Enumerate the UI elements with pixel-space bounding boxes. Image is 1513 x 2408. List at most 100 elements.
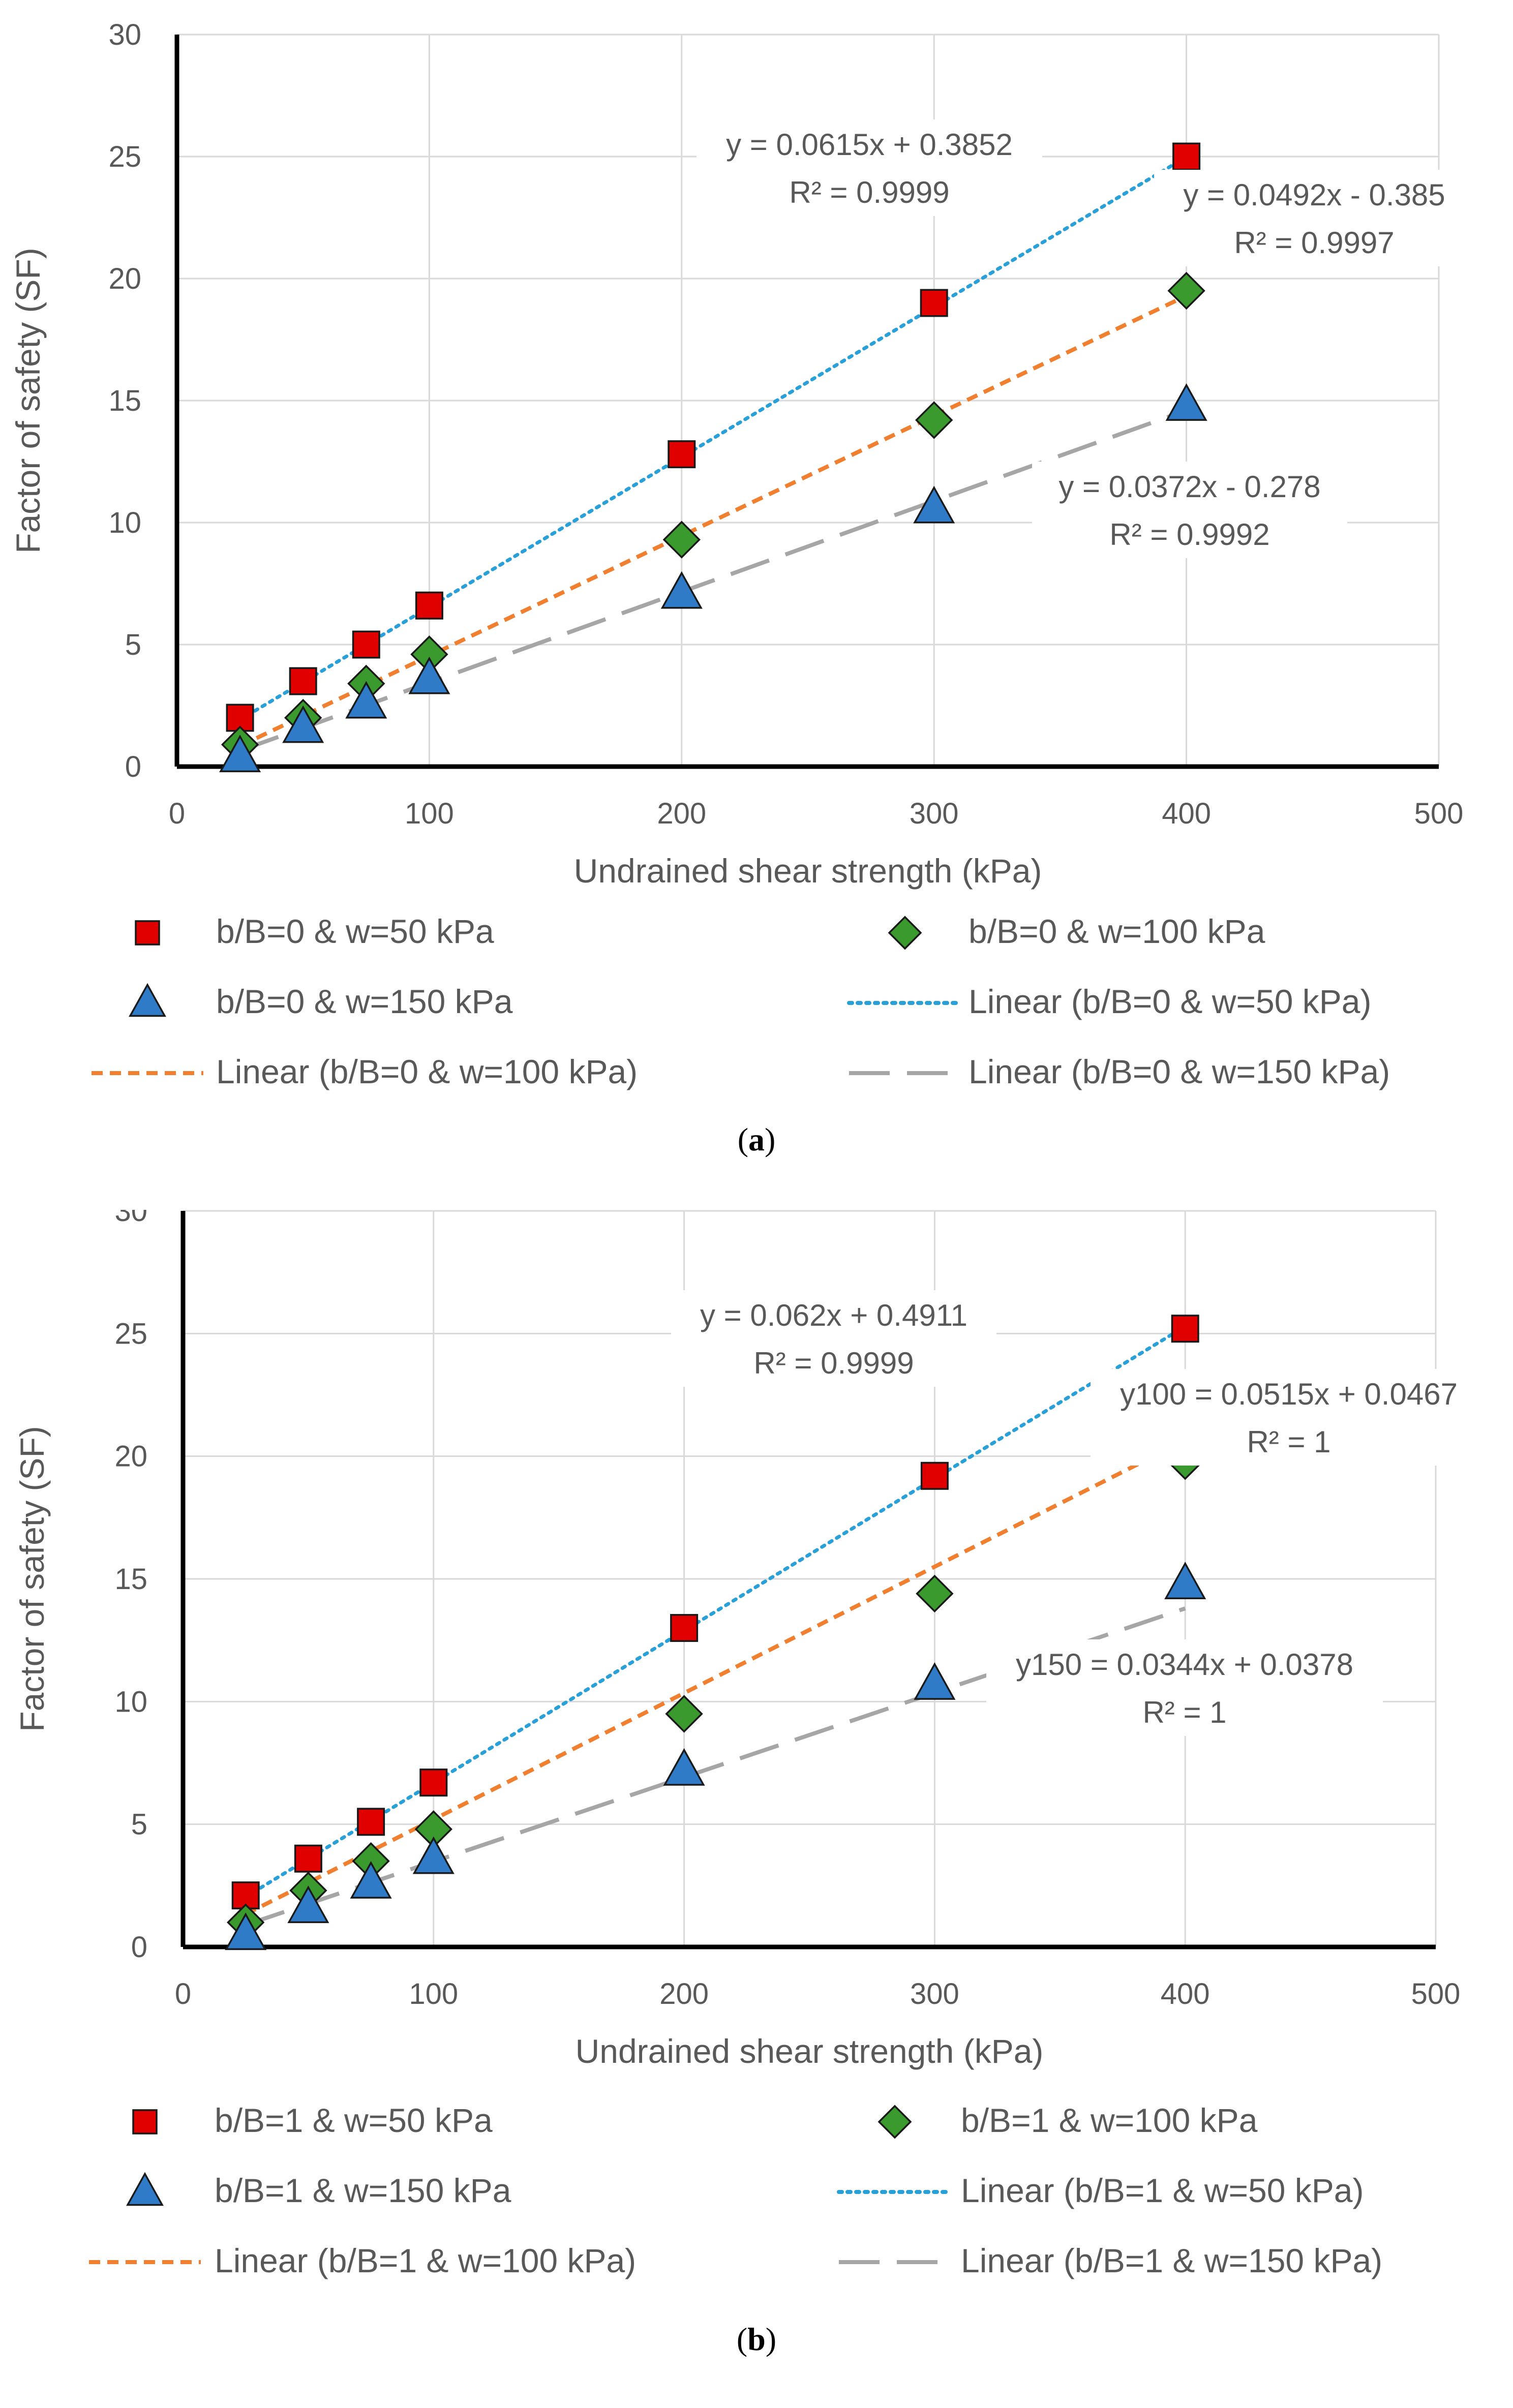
- chart-a-ytick-label-4: 20: [108, 262, 141, 295]
- chart-a-ytick-label-5: 25: [108, 140, 141, 173]
- chart-a-trendline-2: [239, 408, 1187, 753]
- chart-b-point-2-1: [287, 1885, 329, 1924]
- chart-a-annotation-eq-1: y = 0.0492x - 0.385: [1183, 178, 1445, 212]
- chart-b-xtick-label-4: 400: [1161, 1977, 1210, 2010]
- chart-b-annotation-bg-2: [986, 1639, 1383, 1736]
- chart-b-point-2-2: [350, 1861, 392, 1899]
- chart-a-legend: b/B=0 & w=50 kPa b/B=0 & w=100 kPa b/B=0 &…: [92, 912, 1390, 1090]
- chart-b-annotation-bg-1: [1091, 1369, 1487, 1466]
- chart-a-ytick-label-6: 30: [108, 18, 141, 51]
- chart-a-trendline-1: [239, 294, 1188, 748]
- chart-b-annotation-r2-1: R² = 1: [1247, 1425, 1330, 1459]
- chart-b-ytick-label-5: 25: [114, 1317, 147, 1350]
- chart-a-point-2-6: [1165, 383, 1207, 421]
- chart-a-series-0: [226, 142, 1201, 732]
- chart-b-trendline-1: [245, 1438, 1187, 1916]
- chart-b-xtick-label-0: 0: [175, 1977, 191, 2010]
- chart-a-xtick-label-3: 300: [910, 797, 959, 830]
- chart-a-ytick-label-3: 15: [108, 384, 141, 417]
- chart-b-ytick-label-3: 15: [114, 1563, 147, 1596]
- chart-b-point-0-1: [294, 1844, 322, 1873]
- chart-b-ytick-label-1: 5: [131, 1808, 147, 1841]
- chart-b-xtick-label-3: 300: [910, 1977, 959, 2010]
- chart-a-legend-symbol-2: [129, 983, 166, 1017]
- chart-a-ytick-label-1: 5: [125, 628, 141, 661]
- chart-a-xtick-label-4: 400: [1162, 797, 1211, 830]
- chart-b-annotation-eq-2: y150 = 0.0344x + 0.0378: [1016, 1648, 1353, 1682]
- chart-b-series-2: [225, 1562, 1206, 1950]
- chart-b-point-2-5: [914, 1662, 956, 1700]
- chart-a-legend-label-2: b/B=0 & w=150 kPa: [216, 983, 513, 1020]
- chart-b-xtick-label-1: 100: [409, 1977, 458, 2010]
- chart-b-legend-label-1: b/B=1 & w=100 kPa: [961, 2101, 1258, 2139]
- chart-b-annotation-r2-2: R² = 1: [1142, 1695, 1226, 1729]
- chart-a-point-0-1: [289, 667, 317, 695]
- chart-b-point-2-0: [225, 1912, 267, 1950]
- chart-a-legend-label-3: Linear (b/B=0 & w=50 kPa): [969, 983, 1371, 1020]
- chart-b-legend-label-2: b/B=1 & w=150 kPa: [215, 2172, 511, 2209]
- chart-a-annotation-eq-2: y = 0.0372x - 0.278: [1058, 470, 1320, 504]
- chart-b-ytick-label-4: 20: [114, 1440, 147, 1473]
- chart-a-series-2: [219, 383, 1207, 773]
- chart-a-point-0-2: [352, 630, 380, 659]
- chart-a-ytick-label-0: 0: [125, 750, 141, 783]
- chart-a-point-1-6: [1167, 271, 1205, 310]
- chart-b-point-0-4: [670, 1614, 699, 1642]
- chart-a-point-2-3: [408, 656, 450, 694]
- chart-a-legend-label-0: b/B=0 & w=50 kPa: [216, 912, 494, 950]
- chart-b-legend-label-5: Linear (b/B=1 & w=150 kPa): [961, 2242, 1382, 2279]
- chart-a-legend-label-1: b/B=0 & w=100 kPa: [969, 912, 1265, 950]
- chart-b-annotation-eq-0: y = 0.062x + 0.4911: [700, 1298, 967, 1332]
- chart-a-point-2-4: [660, 571, 703, 609]
- chart-a-annotation-r2-1: R² = 0.9997: [1234, 226, 1394, 260]
- chart-b-point-0-5: [920, 1461, 949, 1490]
- chart-b-y-axis-title: Factor of safety (SF): [13, 1426, 51, 1731]
- caption-a: (a): [737, 1121, 776, 1157]
- chart-b-legend: b/B=1 & w=50 kPa b/B=1 & w=100 kPa b/B=1 &…: [89, 2101, 1382, 2279]
- caption-b: (b): [736, 2321, 777, 2357]
- chart-a-xtick-label-0: 0: [169, 797, 185, 830]
- figure-panel-a: 0 100 200 300 400 500 0 5 10 15 20 25 30 Undrained sh…: [9, 18, 1464, 1157]
- chart-a-x-axis-title: Undrained shear strength (kPa): [574, 852, 1042, 890]
- chart-a-legend-symbol-1: [888, 916, 922, 950]
- chart-b-x-axis-title: Undrained shear strength (kPa): [576, 2032, 1044, 2070]
- chart-a-annotation-r2-2: R² = 0.9992: [1109, 517, 1269, 552]
- chart-a-point-2-0: [219, 735, 261, 773]
- chart-a-legend-label-4: Linear (b/B=0 & w=100 kPa): [216, 1053, 638, 1090]
- chart-b-point-2-4: [663, 1748, 705, 1786]
- chart-a-trendline-0: [238, 155, 1189, 722]
- chart-a-point-1-4: [662, 521, 701, 559]
- caption-a-label: a: [748, 1121, 765, 1157]
- chart-b-annotation-bg-0: [671, 1290, 996, 1387]
- chart-b-point-1-5: [916, 1574, 954, 1613]
- chart-a-point-1-5: [915, 401, 953, 439]
- chart-b-legend-symbol-1: [877, 2105, 912, 2139]
- chart-a-annotation-eq-0: y = 0.0615x + 0.3852: [726, 128, 1013, 162]
- chart-b-series-0: [231, 1315, 1199, 1910]
- chart-b-point-1-4: [665, 1695, 703, 1733]
- chart-b-ytick-label-0: 0: [131, 1931, 147, 1964]
- chart-a-point-0-5: [920, 289, 948, 317]
- chart-a-point-2-1: [282, 705, 324, 743]
- chart-a-svg: 0 100 200 300 400 500 0 5 10 15 20 25 30 Undrained sh…: [9, 18, 1464, 1090]
- chart-b-ytick-label-2: 10: [114, 1685, 147, 1718]
- chart-b-legend-label-3: Linear (b/B=1 & w=50 kPa): [961, 2172, 1364, 2209]
- chart-a-point-2-5: [913, 485, 955, 524]
- chart-a-y-axis-title: Factor of safety (SF): [9, 248, 47, 553]
- chart-b-svg: 0 100 200 300 400 500 0 5 10 15 20 25 30 Undrained sh…: [13, 1210, 1487, 2279]
- chart-b-trendline-0: [244, 1324, 1187, 1899]
- chart-a-point-0-3: [415, 591, 443, 620]
- chart-a-xtick-label-1: 100: [405, 797, 454, 830]
- caption-b-label: b: [747, 2321, 766, 2357]
- chart-b-ytick-label-6: 30: [114, 1210, 147, 1228]
- figure-panel-b: 0 100 200 300 400 500 0 5 10 15 20 25 30 Undrained sh…: [0, 1210, 1513, 2408]
- chart-a-annotation-r2-0: R² = 0.9999: [789, 175, 949, 209]
- chart-b-xtick-label-5: 500: [1411, 1977, 1461, 2010]
- chart-a-legend-label-5: Linear (b/B=0 & w=150 kPa): [969, 1053, 1390, 1090]
- chart-a-legend-symbol-0: [135, 920, 160, 946]
- chart-a-annotation-bg-0: [697, 119, 1042, 216]
- chart-a-point-0-4: [668, 440, 696, 469]
- chart-b-point-2-3: [412, 1836, 455, 1874]
- chart-b-point-0-6: [1171, 1315, 1199, 1343]
- chart-b-legend-label-4: Linear (b/B=1 & w=100 kPa): [215, 2242, 636, 2279]
